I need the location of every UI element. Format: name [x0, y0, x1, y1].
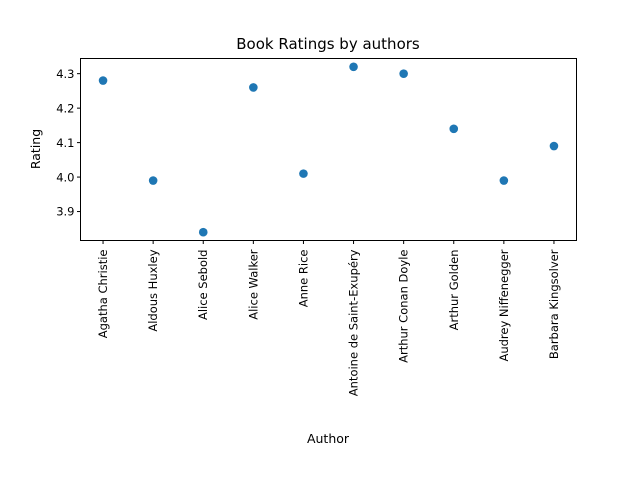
data-point [299, 169, 308, 178]
data-point [449, 124, 459, 134]
y-tick-label: 4.2 [56, 101, 74, 115]
data-points [98, 62, 559, 237]
y-axis: 3.9 4.0 4.1 4.2 4.3 [56, 67, 81, 219]
data-point [399, 69, 408, 78]
y-tick-label: 3.9 [56, 205, 74, 219]
chart-title: Book Ratings by authors [236, 35, 420, 53]
x-tick-label: Alice Walker [246, 249, 260, 320]
y-tick-label: 4.1 [56, 136, 74, 150]
data-point [549, 141, 559, 151]
x-axis: Agatha Christie Aldous Huxley Alice Sebold… [96, 240, 561, 396]
x-tick-label: Arthur Conan Doyle [397, 250, 411, 363]
data-point [499, 176, 509, 185]
x-tick-label: Barbara Kingsolver [547, 249, 561, 359]
data-point [249, 83, 258, 92]
x-tick-label: Aldous Huxley [146, 249, 160, 331]
x-tick-label: Anne Rice [296, 250, 310, 308]
y-tick-label: 4.3 [56, 67, 74, 81]
data-point [198, 227, 208, 237]
x-tick-label: Audrey Niffenegger [497, 249, 511, 361]
x-tick-label: Arthur Golden [447, 250, 461, 331]
y-tick-label: 4.0 [56, 170, 74, 184]
x-tick-label: Agatha Christie [96, 250, 110, 339]
x-tick-label: Alice Sebold [196, 250, 210, 321]
data-point [98, 76, 108, 85]
data-point [349, 62, 358, 72]
data-point [148, 176, 158, 185]
y-axis-label: Rating [28, 129, 43, 169]
x-axis-label: Author [307, 431, 350, 446]
x-tick-label: Antoine de Saint-Exupéry [347, 249, 361, 396]
plot-frame [80, 58, 577, 241]
